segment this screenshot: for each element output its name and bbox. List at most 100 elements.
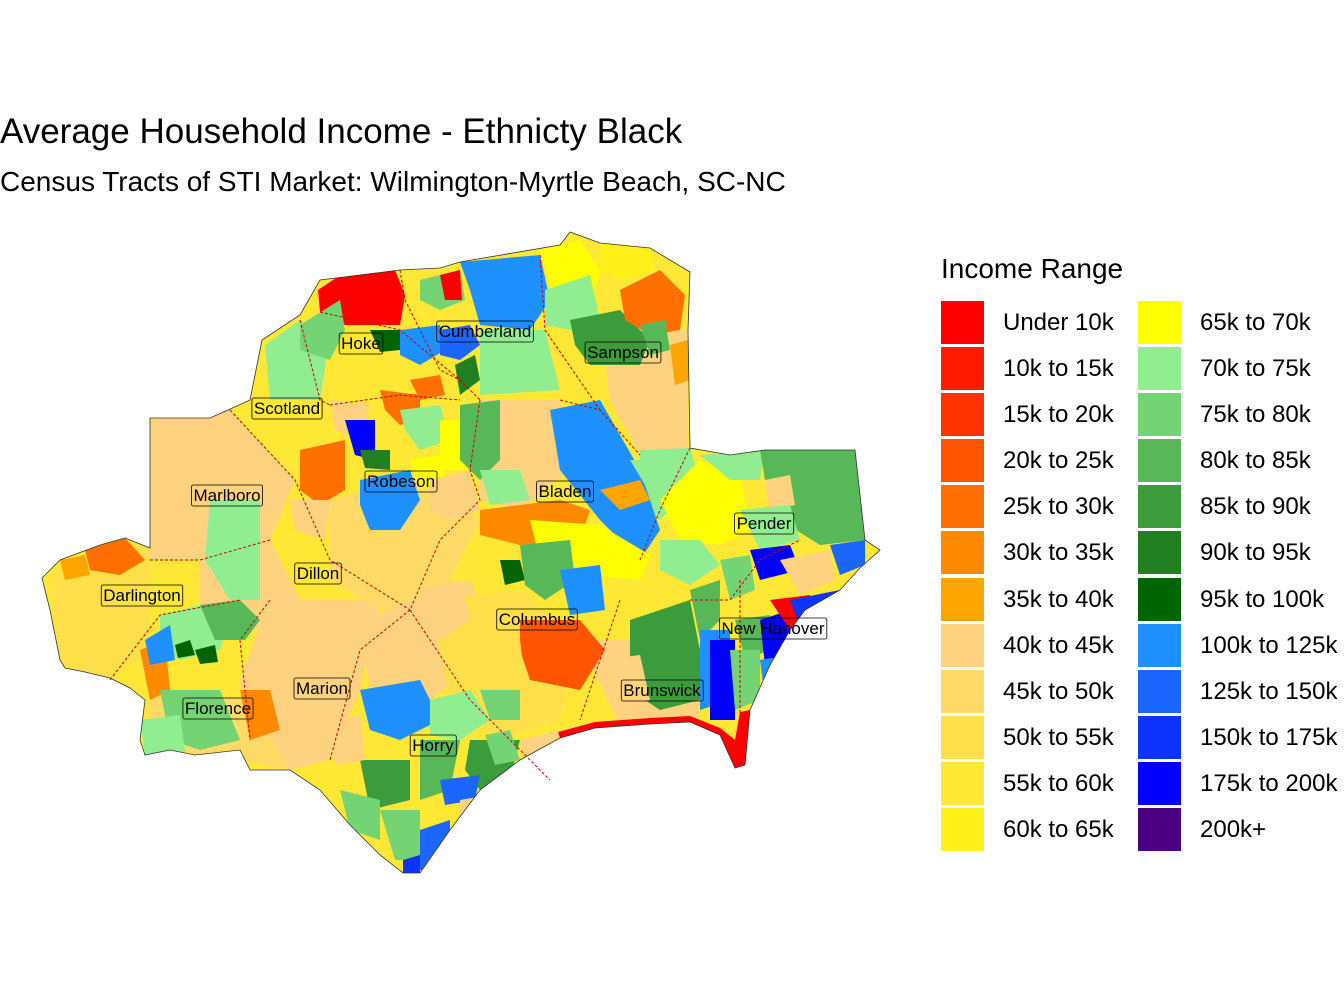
legend-swatch bbox=[941, 531, 984, 575]
county-label: Darlington bbox=[100, 584, 184, 607]
county-label-text: Hoke bbox=[341, 334, 381, 353]
legend-swatch bbox=[1138, 669, 1181, 713]
legend-label: 125k to 150k bbox=[1200, 677, 1338, 705]
tract-fills bbox=[42, 232, 880, 873]
county-label-box bbox=[436, 320, 534, 343]
legend-label: 60k to 65k bbox=[1003, 816, 1114, 844]
legend-swatch bbox=[941, 393, 984, 437]
legend-label: 30k to 35k bbox=[1003, 539, 1114, 567]
county-label-text: Brunswick bbox=[623, 681, 701, 700]
legend-swatch bbox=[1138, 301, 1181, 344]
county-label-box bbox=[409, 734, 457, 757]
county-label-text: Marlboro bbox=[193, 486, 260, 505]
county-label-text: Cumberland bbox=[439, 322, 532, 341]
legend-swatch bbox=[1138, 485, 1181, 529]
map-title: Average Household Income - Ethnicty Blac… bbox=[0, 112, 683, 151]
legend-label: 25k to 30k bbox=[1003, 493, 1114, 521]
legend-swatch bbox=[941, 761, 984, 805]
legend-label: 45k to 50k bbox=[1003, 677, 1114, 705]
legend-swatch bbox=[1138, 393, 1181, 437]
legend-label: 70k to 75k bbox=[1200, 355, 1311, 383]
county-label-box bbox=[364, 470, 438, 493]
legend-label: 200k+ bbox=[1200, 816, 1267, 844]
legend-swatch bbox=[941, 439, 984, 483]
legend-label: 55k to 60k bbox=[1003, 769, 1114, 797]
county-label-text: Columbus bbox=[499, 610, 576, 629]
county-label-text: Pender bbox=[737, 514, 792, 533]
county-label: Columbus bbox=[496, 608, 578, 631]
county-label: Marlboro bbox=[191, 484, 263, 507]
county-label: Dillon bbox=[294, 562, 342, 585]
county-label-box bbox=[182, 697, 254, 720]
map-subtitle: Census Tracts of STI Market: Wilmington-… bbox=[0, 166, 786, 197]
county-label: Robeson bbox=[364, 470, 438, 493]
county-label-text: Scotland bbox=[254, 399, 320, 418]
legend-label: 80k to 85k bbox=[1200, 447, 1311, 475]
county-label: Horry bbox=[409, 734, 457, 757]
county-label-box bbox=[620, 679, 704, 702]
county-label-text: Sampson bbox=[587, 343, 659, 362]
county-label-text: Robeson bbox=[367, 472, 435, 491]
legend-swatch bbox=[1138, 623, 1181, 667]
legend-title: Income Range bbox=[941, 253, 1124, 284]
county-label-box bbox=[734, 512, 795, 535]
county-label: Florence bbox=[182, 697, 254, 720]
legend-label: 35k to 40k bbox=[1003, 585, 1114, 613]
legend-label: 65k to 70k bbox=[1200, 309, 1311, 336]
coastal-tract-strip bbox=[558, 710, 750, 768]
county-label-text: Florence bbox=[185, 699, 251, 718]
county-label-box bbox=[536, 480, 594, 503]
county-label-text: Horry bbox=[412, 736, 454, 755]
county-label-text: Dillon bbox=[297, 564, 340, 583]
region-outline bbox=[41, 231, 881, 874]
county-label: Brunswick bbox=[620, 679, 704, 702]
county-label: Cumberland bbox=[436, 320, 534, 343]
legend-swatch bbox=[1138, 347, 1181, 391]
county-label: Bladen bbox=[536, 480, 594, 503]
county-label: Pender bbox=[734, 512, 795, 535]
legend-label: Under 10k bbox=[1003, 309, 1114, 336]
county-label: New Hanover bbox=[719, 617, 828, 640]
county-label: Marion bbox=[293, 677, 351, 700]
legend-label: 90k to 95k bbox=[1200, 539, 1311, 567]
legend-label: 75k to 80k bbox=[1200, 401, 1311, 429]
county-label: Hoke bbox=[338, 332, 384, 355]
legend-swatch bbox=[941, 623, 984, 667]
legend-label: 85k to 90k bbox=[1200, 493, 1311, 521]
county-label-box bbox=[584, 341, 662, 364]
county-label-box bbox=[251, 397, 323, 420]
legend-swatch bbox=[941, 485, 984, 529]
county-label: Scotland bbox=[251, 397, 323, 420]
legend-label: 50k to 55k bbox=[1003, 723, 1114, 751]
county-label-box bbox=[338, 332, 384, 355]
legend-swatch bbox=[941, 669, 984, 713]
county-label-text: New Hanover bbox=[722, 619, 825, 638]
county-label-box bbox=[294, 562, 342, 585]
legend-label: 10k to 15k bbox=[1003, 355, 1114, 383]
county-boundaries bbox=[109, 254, 801, 781]
legend-swatch bbox=[1138, 715, 1181, 759]
county-label-text: Marion bbox=[296, 679, 348, 698]
legend-swatch bbox=[1138, 531, 1181, 575]
legend-label: 100k to 125k bbox=[1200, 631, 1338, 659]
county-label-box bbox=[191, 484, 263, 507]
legend-swatch bbox=[1138, 808, 1181, 852]
county-label-box bbox=[496, 608, 578, 631]
legend-swatch bbox=[1138, 761, 1181, 805]
county-label: Sampson bbox=[584, 341, 662, 364]
census-tract-map: Hoke Cumberland Sampson Scotland Robeson Blad… bbox=[41, 231, 881, 874]
legend-swatch bbox=[941, 577, 984, 621]
legend-label: 20k to 25k bbox=[1003, 447, 1114, 475]
legend-swatch bbox=[941, 808, 984, 852]
county-label-text: Bladen bbox=[539, 482, 592, 501]
legend-swatch bbox=[1138, 439, 1181, 483]
legend-swatch bbox=[1138, 577, 1181, 621]
county-labels: Hoke Cumberland Sampson Scotland Robeson Blad… bbox=[100, 320, 828, 757]
legend-swatch bbox=[941, 347, 984, 391]
county-label-box bbox=[719, 617, 828, 640]
legend-label: 175k to 200k bbox=[1200, 769, 1338, 797]
legend-label: 150k to 175k bbox=[1200, 723, 1338, 751]
legend-swatch bbox=[941, 715, 984, 759]
county-label-box bbox=[100, 584, 184, 607]
legend-label: 40k to 45k bbox=[1003, 631, 1114, 659]
